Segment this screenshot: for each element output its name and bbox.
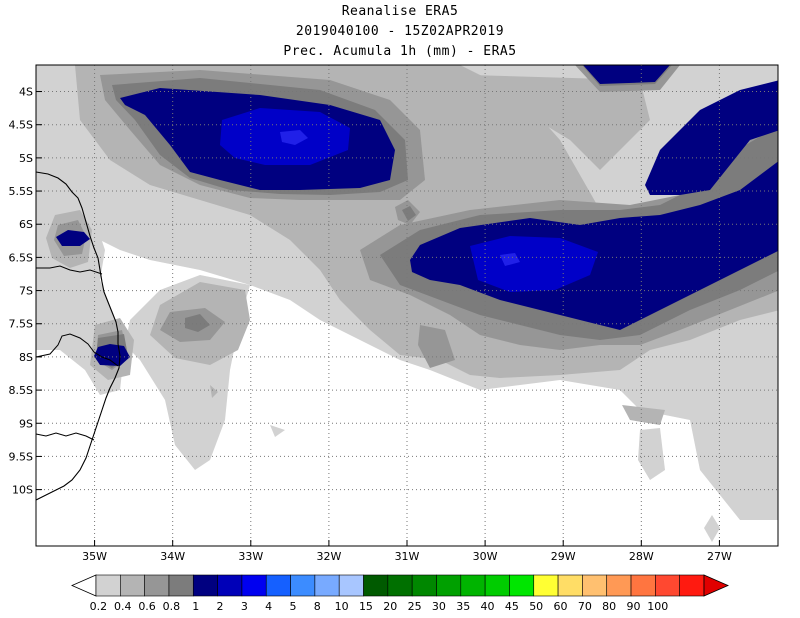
colorbar-swatch [314, 574, 340, 597]
colorbar-label: 45 [505, 600, 519, 613]
x-tick-label: 35W [82, 550, 107, 563]
title-line-1: Reanalise ERA5 [341, 4, 459, 19]
x-tick-label: 34W [160, 550, 185, 563]
y-axis-ticks: 4S 4.5S 5S 5.5S 6S 6.5S 7S 7.5S 8S 8.5S 9S 9.5S 10S [9, 86, 42, 497]
y-tick-label: 9S [19, 417, 33, 430]
colorbar-swatch [168, 574, 194, 597]
colorbar-label: 5 [289, 600, 296, 613]
colorbar-label: 100 [647, 600, 668, 613]
colorbar-label: 70 [578, 600, 592, 613]
y-tick-label: 10S [12, 484, 33, 497]
precip-field [36, 65, 778, 542]
y-tick-label: 4.5S [9, 119, 33, 132]
colorbar-label: 15 [359, 600, 373, 613]
colorbar-label: 2 [217, 600, 224, 613]
colorbar-label: 90 [626, 600, 640, 613]
y-tick-label: 7S [19, 285, 33, 298]
colorbar-label: 25 [408, 600, 422, 613]
colorbar-swatch [192, 574, 218, 597]
y-tick-label: 5S [19, 152, 33, 165]
colorbar-label: 4 [265, 600, 272, 613]
colorbar-swatch [411, 574, 437, 597]
map-grid [36, 65, 778, 546]
colorbar-swatch [387, 574, 413, 597]
colorbar-swatch [557, 574, 583, 597]
colorbar-label: 3 [241, 600, 248, 613]
colorbar-swatch [265, 574, 291, 597]
colorbar-label: 80 [602, 600, 616, 613]
x-tick-label: 31W [395, 550, 420, 563]
colorbar-end-low [71, 574, 97, 597]
colorbar-label: 0.8 [163, 600, 181, 613]
y-tick-label: 5.5S [9, 185, 33, 198]
colorbar-label: 8 [314, 600, 321, 613]
colorbar-swatch [484, 574, 510, 597]
colorbar-swatch [144, 574, 170, 597]
y-tick-label: 7.5S [9, 318, 33, 331]
y-tick-label: 8S [19, 351, 33, 364]
colorbar-label: 20 [383, 600, 397, 613]
y-tick-label: 6.5S [9, 251, 33, 264]
title-line-2: 2019040100 - 15Z02APR2019 [295, 24, 505, 39]
colorbar-label: 10 [335, 600, 349, 613]
colorbar-swatch [95, 574, 121, 597]
colorbar-swatch [338, 574, 364, 597]
colorbar-swatch [363, 574, 389, 597]
colorbar-label: 50 [529, 600, 543, 613]
x-tick-label: 28W [629, 550, 654, 563]
colorbar-label: 60 [554, 600, 568, 613]
colorbar-label: 0.6 [138, 600, 156, 613]
colorbar-swatch [655, 574, 680, 597]
x-tick-label: 33W [238, 550, 263, 563]
colorbar-label: 1 [192, 600, 199, 613]
colorbar: 0.2 0.4 0.6 0.8 1 2 3 4 5 8 10 15 20 25 30 35 40 45 50 60 70… [71, 574, 729, 613]
colorbar-swatch [217, 574, 243, 597]
colorbar-swatch [290, 574, 316, 597]
colorbar-swatch [509, 574, 535, 597]
colorbar-swatch [582, 574, 608, 597]
colorbar-label: 0.2 [90, 600, 108, 613]
precip-contour-3 [280, 130, 520, 266]
colorbar-label: 0.4 [114, 600, 132, 613]
x-tick-label: 30W [473, 550, 498, 563]
title-line-3: Prec. Acumula 1h (mm) - ERA5 [283, 44, 517, 59]
colorbar-swatch [679, 574, 705, 597]
y-tick-label: 6S [19, 218, 33, 231]
y-tick-label: 4S [19, 86, 33, 99]
colorbar-swatch [436, 574, 462, 597]
colorbar-label: 40 [481, 600, 495, 613]
coastline [35, 171, 121, 501]
x-tick-label: 32W [316, 550, 341, 563]
colorbar-swatch [606, 574, 632, 597]
colorbar-end-high [703, 574, 729, 597]
colorbar-label: 35 [456, 600, 470, 613]
colorbar-swatch [241, 574, 267, 597]
colorbar-swatch [120, 574, 145, 597]
colorbar-swatch [460, 574, 486, 597]
x-axis-ticks: 35W 34W 33W 32W 31W 30W 29W 28W 27W [82, 540, 732, 563]
x-tick-label: 29W [551, 550, 576, 563]
colorbar-swatch [630, 574, 656, 597]
state-borders [35, 265, 119, 441]
y-tick-label: 8.5S [9, 384, 33, 397]
colorbar-swatch [533, 574, 559, 597]
y-tick-label: 9.5S [9, 450, 33, 463]
colorbar-label: 30 [432, 600, 446, 613]
x-tick-label: 27W [707, 550, 732, 563]
